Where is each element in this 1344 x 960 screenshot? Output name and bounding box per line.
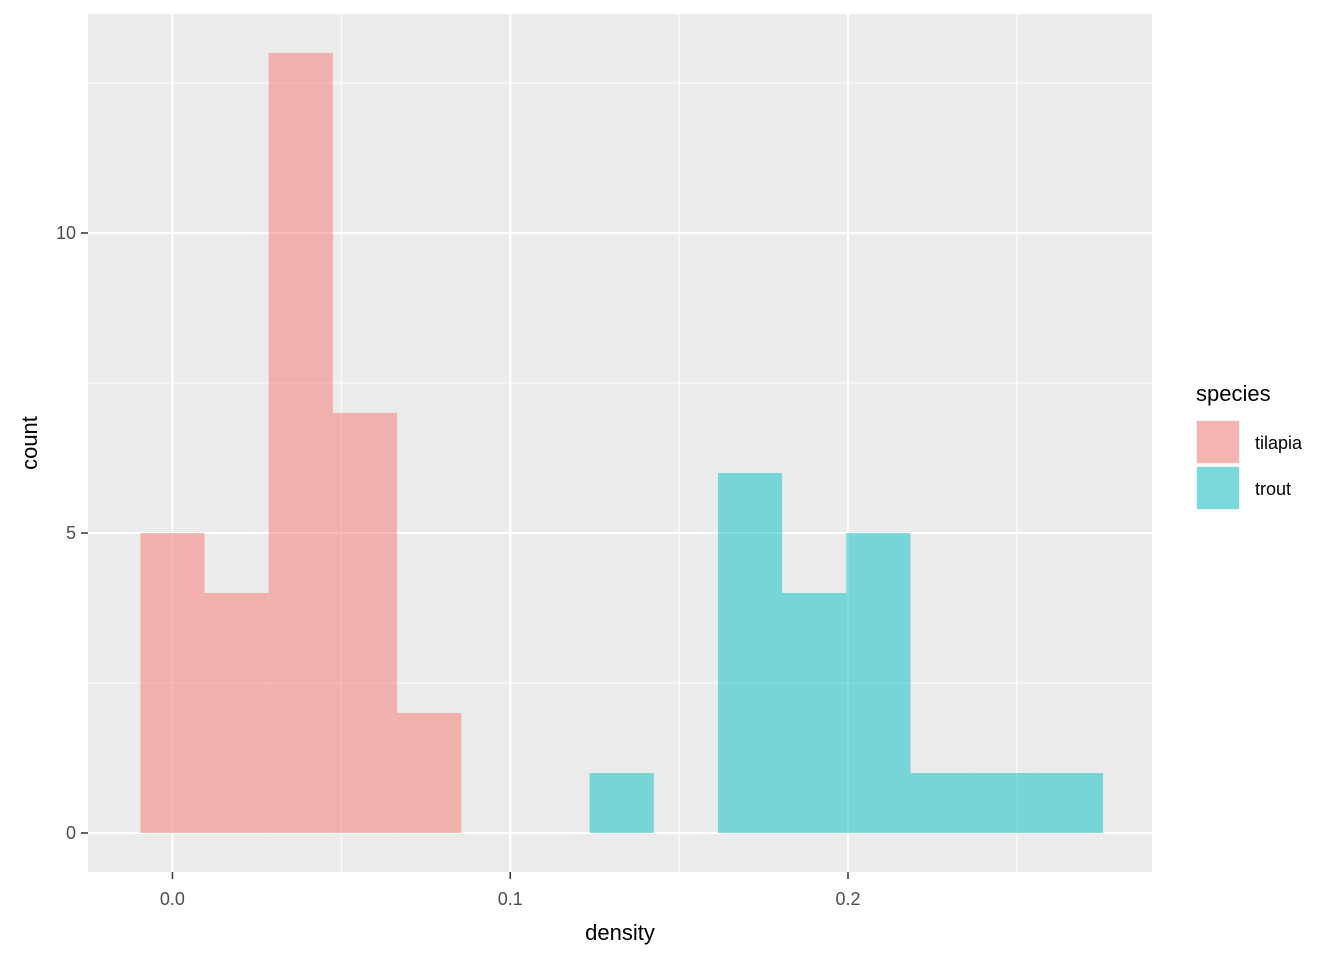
legend-title: species [1196,381,1271,406]
legend-items: tilapia trout [1196,420,1303,510]
legend-key-tilapia [1197,421,1239,463]
legend: species tilapia trout [1196,381,1303,510]
histogram-bar-trout [717,473,783,833]
y-axis: 0 5 10 [56,223,88,843]
x-tick-label: 0.0 [160,889,185,909]
histogram-bars [140,53,1104,833]
histogram-bar-tilapia [204,593,269,833]
y-axis-title: count [17,416,42,470]
histogram-bar-tilapia [332,413,398,833]
histogram-bar-tilapia [268,53,333,833]
histogram-bar-trout [846,533,911,833]
histogram-bar-trout [974,773,1039,833]
x-tick-label: 0.1 [498,889,523,909]
histogram-bar-trout [782,593,847,833]
y-tick-label: 0 [66,823,76,843]
x-axis-title: density [585,920,655,945]
y-tick-label: 5 [66,523,76,543]
histogram-bar-trout [910,773,975,833]
legend-label-tilapia: tilapia [1255,433,1303,453]
y-tick-label: 10 [56,223,76,243]
x-tick-label: 0.2 [835,889,860,909]
legend-key-trout [1197,467,1239,509]
x-axis: 0.0 0.1 0.2 [160,872,861,909]
histogram-bar-trout [1038,773,1104,833]
histogram-bar-tilapia [397,713,462,833]
histogram-bar-trout [589,773,654,833]
legend-label-trout: trout [1255,479,1291,499]
histogram-bar-tilapia [140,533,205,833]
